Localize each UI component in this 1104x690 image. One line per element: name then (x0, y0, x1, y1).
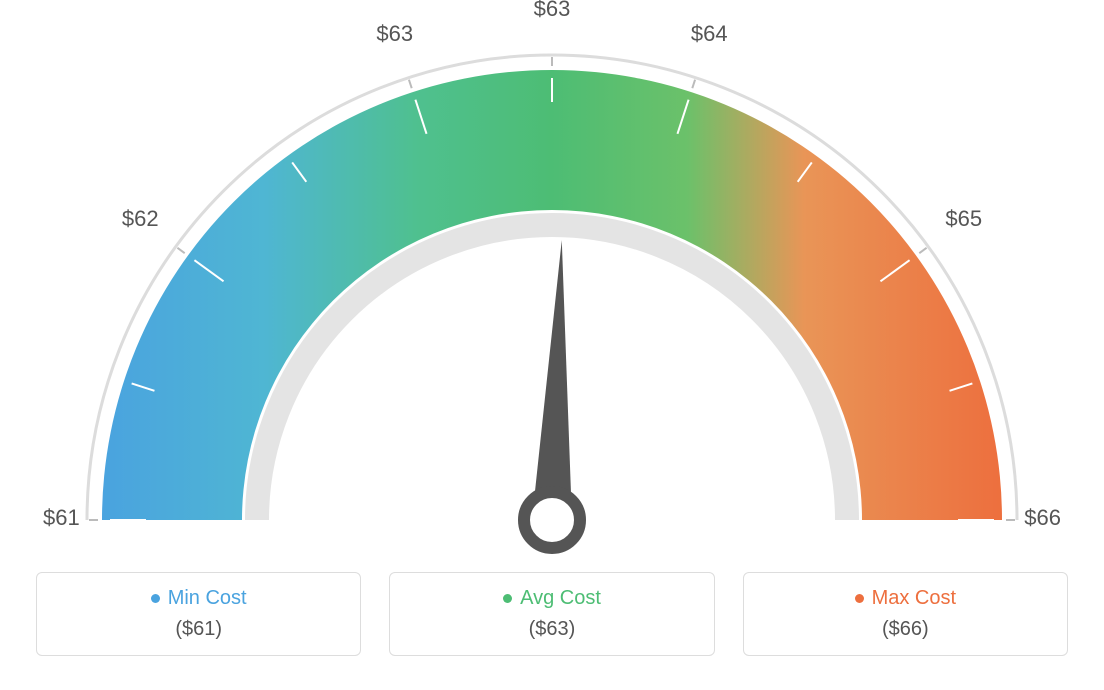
gauge-container: $61 $62 $63 $63 $64 $65 $66 (0, 0, 1104, 560)
legend-card-min: Min Cost ($61) (36, 572, 361, 656)
tick-label: $66 (1024, 505, 1061, 530)
tick-outside (409, 80, 412, 89)
legend-dot-min (151, 594, 160, 603)
tick-label: $63 (534, 0, 571, 21)
legend-title-min: Min Cost (151, 587, 247, 610)
needle (532, 240, 572, 521)
legend-row: Min Cost ($61) Avg Cost ($63) Max Cost (… (0, 560, 1104, 656)
legend-label-min: Min Cost (168, 587, 247, 610)
tick-label: $61 (43, 505, 80, 530)
legend-card-max: Max Cost ($66) (743, 572, 1068, 656)
tick-outside (919, 248, 926, 253)
legend-dot-avg (503, 594, 512, 603)
tick-label: $63 (376, 21, 413, 46)
legend-title-avg: Avg Cost (503, 587, 601, 610)
needle-hub (524, 492, 580, 548)
tick-outside (692, 80, 695, 89)
legend-value-avg: ($63) (390, 618, 713, 641)
tick-label: $62 (122, 206, 159, 231)
legend-card-avg: Avg Cost ($63) (389, 572, 714, 656)
gauge-svg: $61 $62 $63 $63 $64 $65 $66 (0, 0, 1104, 560)
legend-label-max: Max Cost (872, 587, 956, 610)
tick-outside (177, 248, 184, 253)
tick-label: $65 (945, 206, 982, 231)
tick-label: $64 (691, 21, 728, 46)
legend-label-avg: Avg Cost (520, 587, 601, 610)
legend-value-max: ($66) (744, 618, 1067, 641)
legend-title-max: Max Cost (855, 587, 956, 610)
legend-dot-max (855, 594, 864, 603)
legend-value-min: ($61) (37, 618, 360, 641)
